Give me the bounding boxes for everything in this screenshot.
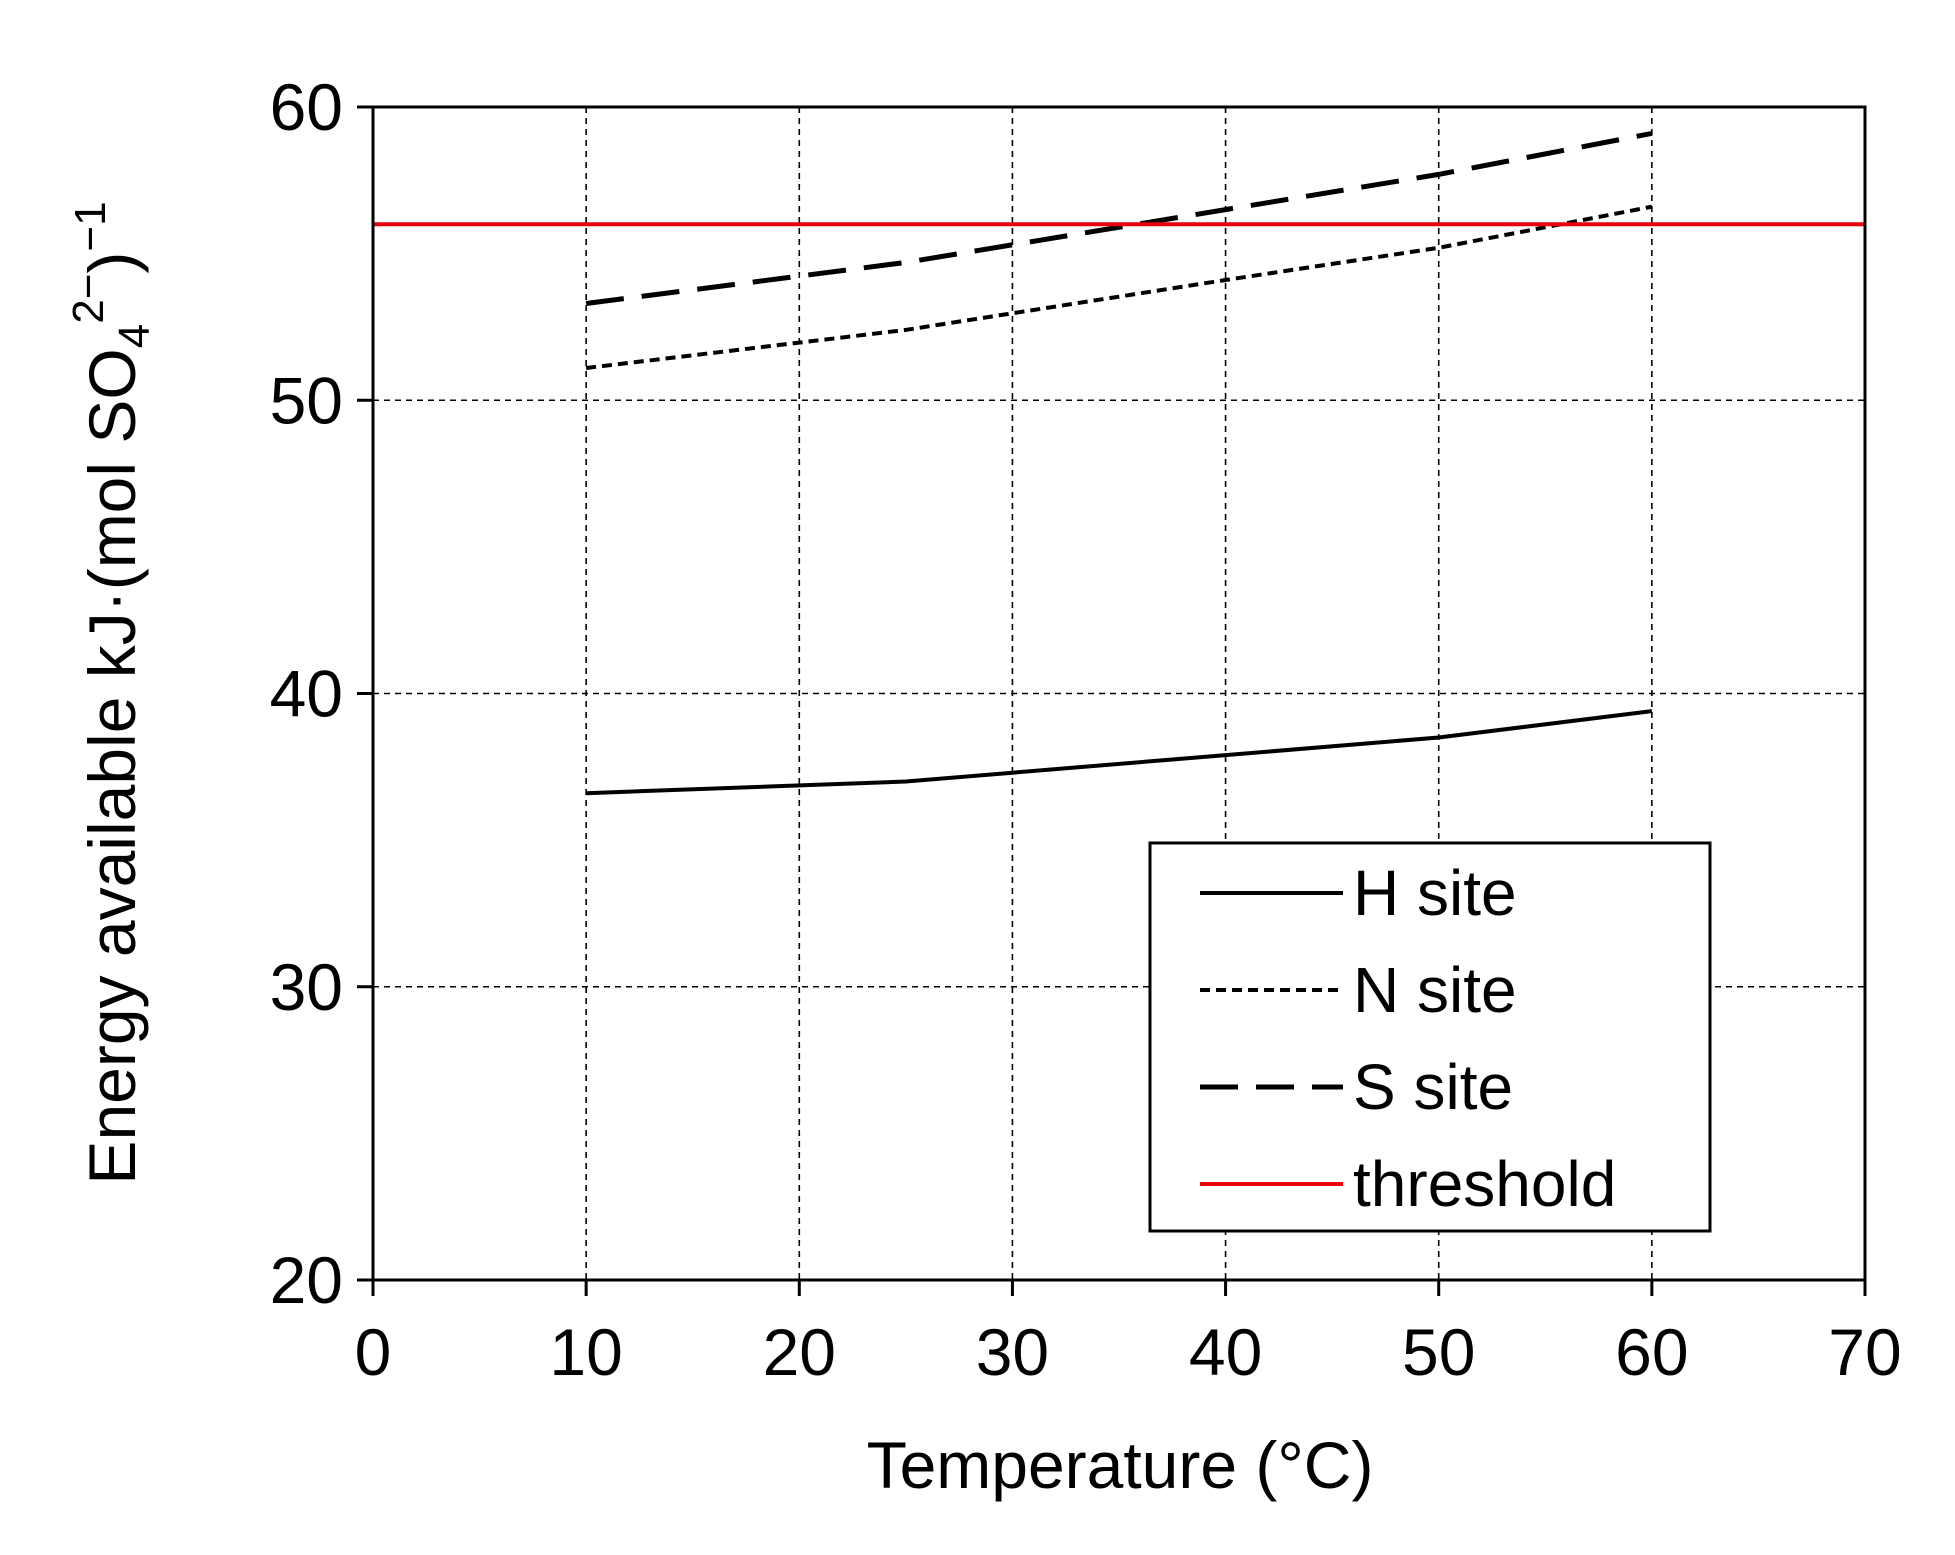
legend-label-threshold: threshold xyxy=(1353,1148,1616,1220)
y-axis-title-close: ) xyxy=(75,252,149,274)
legend-label-h-site: H site xyxy=(1353,857,1517,929)
y-tick-label-3: 50 xyxy=(270,363,343,437)
legend: H site N site S site threshold xyxy=(1148,841,1712,1233)
x-tick-label-6: 60 xyxy=(1615,1315,1688,1389)
series-n-site-line xyxy=(585,204,1653,370)
y-tick-label-0: 20 xyxy=(270,1243,343,1317)
series-s-site-line xyxy=(585,130,1653,306)
y-axis-title-main: Energy available kJ·(mol SO xyxy=(75,348,149,1184)
x-tick-label-0: 0 xyxy=(355,1315,392,1389)
y-tick-label-4: 60 xyxy=(270,70,343,144)
legend-label-s-site: S site xyxy=(1353,1051,1513,1123)
series-lines xyxy=(373,130,1865,796)
y-tick-label-2: 40 xyxy=(270,657,343,731)
x-tick-label-4: 40 xyxy=(1189,1315,1262,1389)
x-tick-label-2: 20 xyxy=(763,1315,836,1389)
y-axis-title-sup: 2− xyxy=(64,274,113,324)
y-axis-title: Energy available kJ·(mol SO42−)−1 xyxy=(64,201,159,1184)
legend-label-n-site: N site xyxy=(1353,954,1517,1026)
x-tick-label-3: 30 xyxy=(976,1315,1049,1389)
tick-labels: 0 10 20 30 40 50 60 70 20 30 40 50 60 xyxy=(270,70,1902,1389)
x-tick-label-7: 70 xyxy=(1828,1315,1901,1389)
x-tick-label-1: 10 xyxy=(549,1315,622,1389)
x-axis-title: Temperature (°C) xyxy=(867,1428,1374,1502)
legend-box xyxy=(1148,841,1712,1233)
x-tick-label-5: 50 xyxy=(1402,1315,1475,1389)
y-tick-label-1: 30 xyxy=(270,950,343,1024)
y-axis-title-sub: 4 xyxy=(110,324,159,348)
y-axis-title-sup2: −1 xyxy=(66,201,115,251)
axis-ticks xyxy=(357,105,1867,1296)
series-h-site-line xyxy=(586,709,1653,796)
